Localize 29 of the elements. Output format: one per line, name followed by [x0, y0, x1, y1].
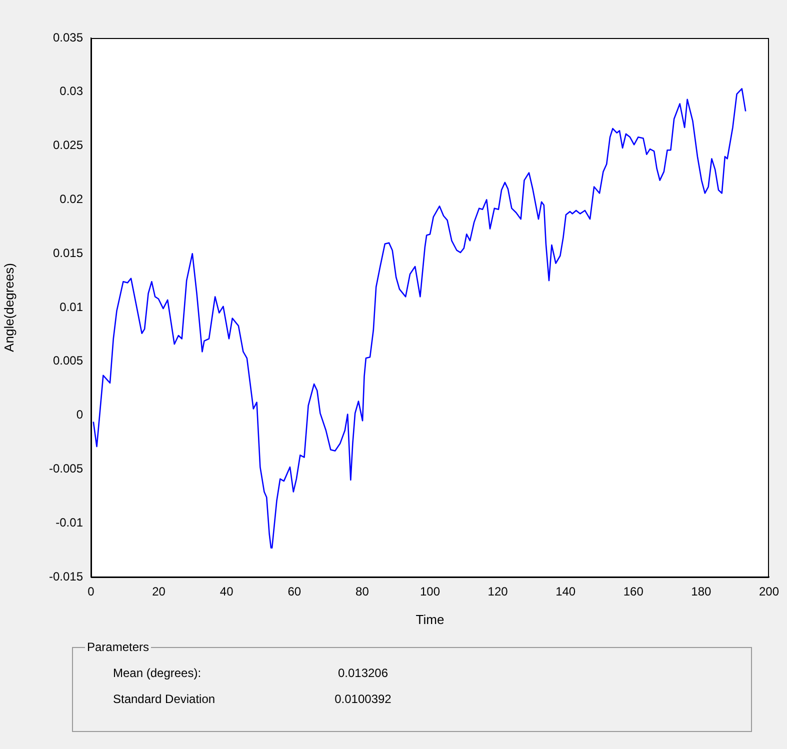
x-tick-label: 180 — [691, 584, 712, 599]
x-tick-label: 160 — [623, 584, 644, 599]
y-axis-title: Angle(degrees) — [1, 263, 16, 352]
y-tick-label: -0.005 — [48, 462, 84, 476]
x-tick-label: 120 — [488, 584, 508, 599]
y-tick-label: -0.015 — [48, 569, 84, 584]
y-tick-label: 0.035 — [52, 30, 84, 44]
y-tick-label: 0.005 — [52, 354, 84, 368]
y-tick-label: 0.015 — [52, 246, 84, 260]
x-tick-label: 20 — [152, 584, 166, 599]
x-tick-label: 100 — [420, 584, 440, 599]
y-tick-label: 0 — [76, 408, 84, 422]
x-tick-label: 40 — [220, 584, 234, 599]
x-axis-title: Time — [416, 612, 444, 627]
x-tick-label: 200 — [758, 584, 780, 599]
y-tick-label: 0.025 — [52, 138, 84, 152]
text: 0.013206 — [336, 666, 390, 680]
y-tick-label: 0.02 — [60, 192, 84, 206]
y-tick-label: 0.03 — [60, 84, 84, 98]
y-tick-label: -0.01 — [56, 515, 84, 530]
text: Parameters — [86, 640, 150, 654]
x-tick-label: 80 — [356, 584, 370, 599]
y-tick-label: 0.01 — [60, 300, 84, 314]
x-tick-label: 60 — [288, 584, 302, 599]
text: 0.0100392 — [334, 692, 392, 706]
x-tick-label: 140 — [556, 584, 576, 599]
text: Standard Deviation — [113, 692, 216, 706]
x-tick-label: 0 — [88, 584, 95, 599]
text: Mean (degrees): — [113, 666, 202, 680]
